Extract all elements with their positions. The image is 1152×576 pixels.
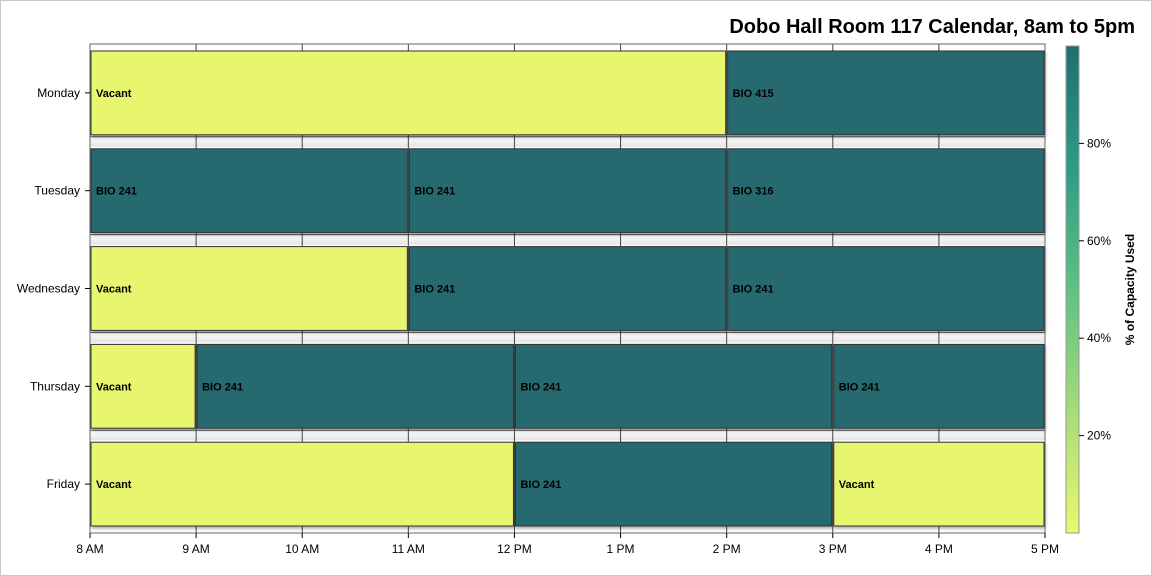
x-tick-label: 4 PM — [925, 542, 953, 556]
y-tick-label: Wednesday — [17, 282, 80, 296]
booking-bar — [727, 246, 1045, 331]
x-tick-label: 11 AM — [392, 542, 425, 556]
booking-bar — [90, 148, 408, 234]
booking-label: BIO 415 — [733, 88, 774, 100]
legend-tick-label: 20% — [1087, 429, 1111, 443]
row-separator — [90, 136, 1045, 147]
legend-tick-label: 40% — [1087, 331, 1111, 345]
booking-label: Vacant — [96, 381, 132, 393]
booking-label: BIO 241 — [839, 381, 880, 393]
booking-bar — [833, 343, 1045, 429]
booking-bar — [727, 148, 1045, 234]
booking-bar — [727, 50, 1045, 136]
booking-label: BIO 241 — [733, 284, 774, 296]
legend-color-ramp — [1065, 45, 1080, 534]
x-tick-label: 2 PM — [713, 542, 741, 556]
row-separator — [90, 332, 1045, 343]
chart-title: Dobo Hall Room 117 Calendar, 8am to 5pm — [729, 16, 1135, 38]
row-separator — [90, 234, 1045, 245]
booking-label: BIO 241 — [414, 284, 455, 296]
booking-label: Vacant — [96, 88, 132, 100]
y-tick-label: Thursday — [30, 379, 80, 393]
legend-tick-label: 60% — [1087, 234, 1111, 248]
booking-bar — [514, 343, 833, 429]
y-tick-label: Tuesday — [34, 184, 80, 198]
y-tick-label: Monday — [37, 86, 80, 100]
booking-label: Vacant — [96, 479, 132, 491]
legend-tick-label: 80% — [1087, 136, 1111, 150]
booking-label: BIO 241 — [96, 186, 137, 198]
x-tick-label: 3 PM — [819, 542, 847, 556]
booking-label: Vacant — [839, 479, 875, 491]
booking-label: Vacant — [96, 284, 132, 296]
x-tick-label: 5 PM — [1031, 542, 1059, 556]
booking-label: BIO 241 — [520, 479, 561, 491]
color-legend: 20% 40% 60% 80% % of Capacity Used — [1065, 45, 1137, 534]
booking-label: BIO 241 — [202, 381, 243, 393]
booking-label: BIO 241 — [520, 381, 561, 393]
booking-bar — [90, 343, 196, 429]
booking-bar — [833, 441, 1045, 527]
booking-bar — [90, 441, 514, 527]
booking-bar — [514, 441, 833, 527]
x-tick-label: 1 PM — [607, 542, 635, 556]
booking-bar — [90, 246, 408, 331]
legend-title: % of Capacity Used — [1123, 234, 1137, 345]
x-tick-label: 8 AM — [76, 542, 103, 556]
row-separator — [90, 430, 1045, 441]
booking-label: BIO 316 — [733, 186, 774, 198]
x-tick-label: 9 AM — [182, 542, 209, 556]
booking-bar — [90, 50, 727, 136]
booking-bar — [408, 246, 727, 331]
y-tick-label: Friday — [47, 477, 80, 491]
booking-bar — [408, 148, 727, 234]
booking-bar — [196, 343, 514, 429]
booking-label: BIO 241 — [414, 186, 455, 198]
x-tick-label: 10 AM — [285, 542, 319, 556]
x-tick-label: 12 PM — [497, 542, 532, 556]
plot-area: Vacant BIO 415 BIO 241 BIO 241 BIO 316 Vacant… — [17, 43, 1059, 556]
